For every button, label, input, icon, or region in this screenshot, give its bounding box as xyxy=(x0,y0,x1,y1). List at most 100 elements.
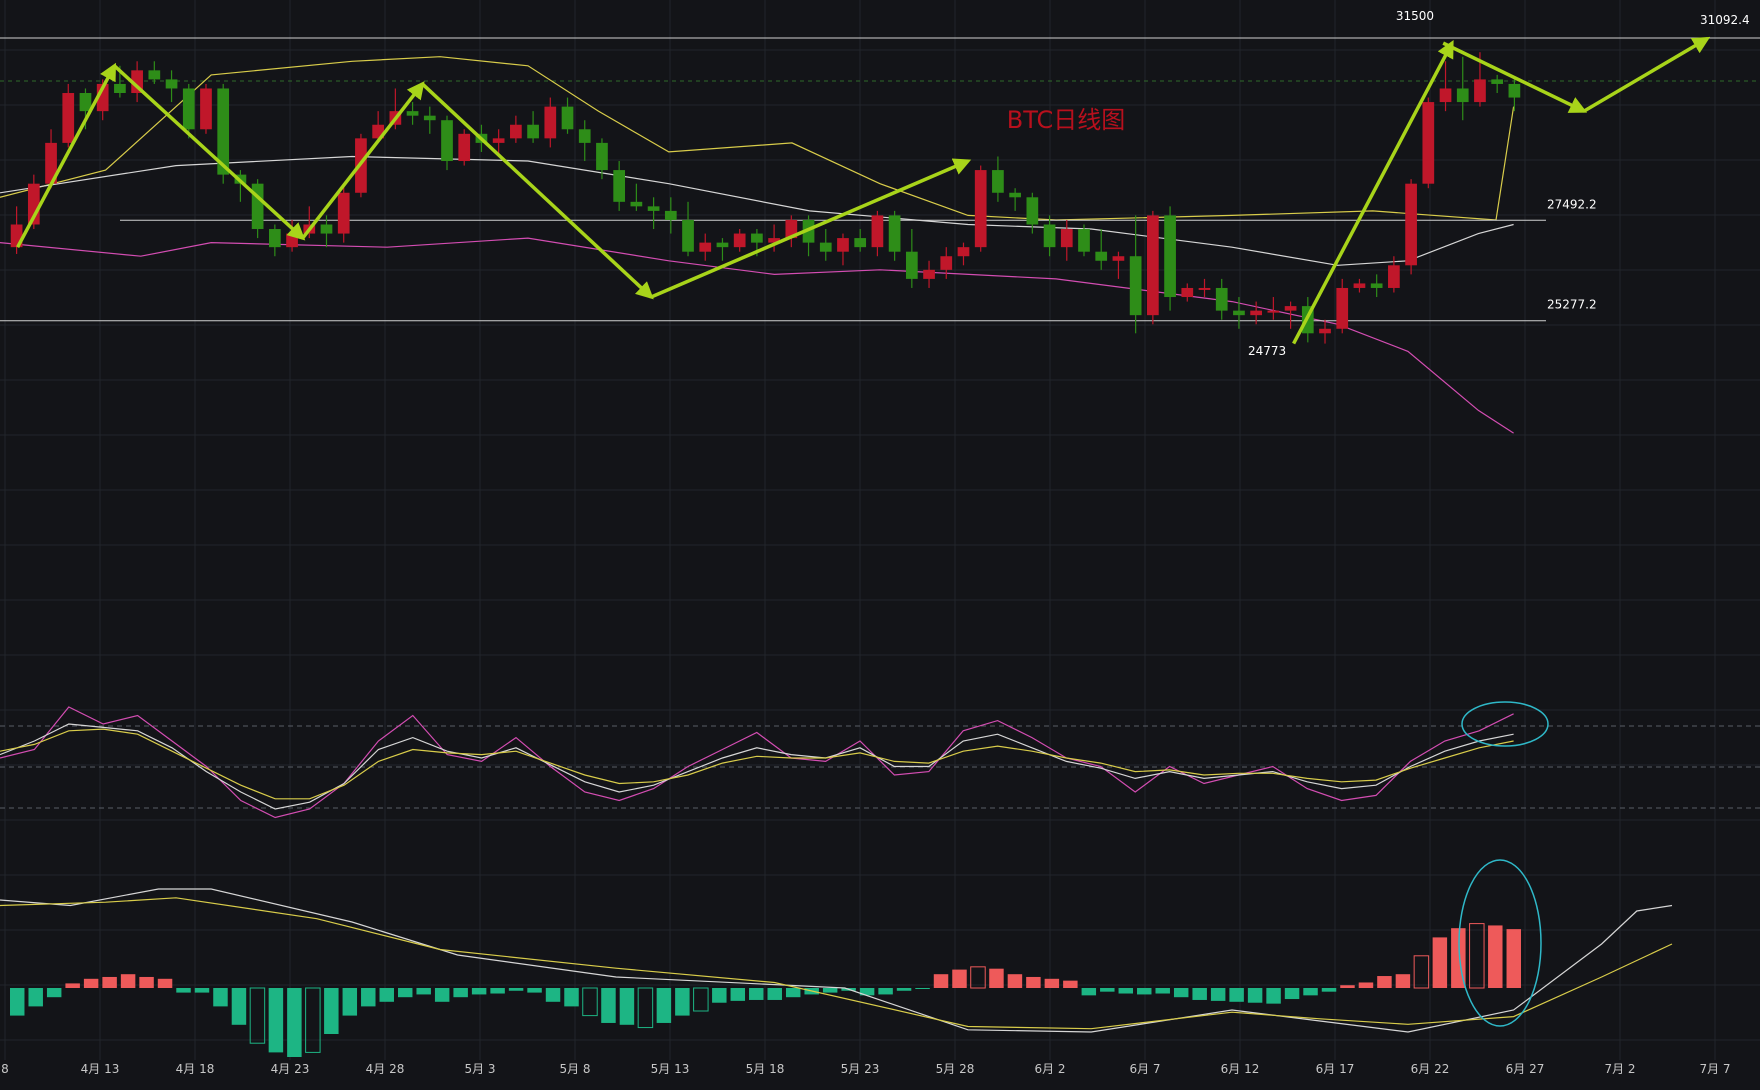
candle-body xyxy=(1508,83,1521,98)
macd-bar xyxy=(324,988,339,1034)
macd-slow-line xyxy=(0,897,1673,1030)
macd-bar xyxy=(564,988,579,1007)
macd-bar xyxy=(767,988,782,1000)
macd-bar xyxy=(194,988,210,993)
trend-arrow xyxy=(113,64,306,241)
candle-body xyxy=(1405,183,1417,266)
candle-body xyxy=(423,115,436,121)
macd-bar xyxy=(46,988,62,998)
macd-bar xyxy=(1266,988,1281,1004)
macd-bar xyxy=(1155,988,1170,994)
macd-bar xyxy=(1284,988,1300,1000)
macd-bar xyxy=(1063,980,1078,988)
x-tick-label: 4月 28 xyxy=(366,1062,405,1076)
macd-panel xyxy=(0,859,1673,1057)
candle-body xyxy=(1095,251,1108,261)
candle-body xyxy=(251,183,264,230)
candle-body xyxy=(320,224,333,234)
macd-bar xyxy=(989,968,1004,988)
x-tick-label: 5月 28 xyxy=(936,1062,975,1076)
macd-bar xyxy=(1395,974,1411,988)
macd-bar xyxy=(1413,955,1430,989)
candle-body xyxy=(45,142,57,184)
macd-bar xyxy=(213,988,228,1007)
band-lower xyxy=(0,237,1514,434)
candle-body xyxy=(79,93,92,112)
x-tick-label: 4月 13 xyxy=(81,1062,120,1076)
candle-body xyxy=(837,238,849,252)
x-axis: 8 4月 13 4月 18 4月 23 4月 28 5月 3 5月 8 5月 13 5月 18 5… xyxy=(1,1062,1730,1076)
x-tick-label: 5月 18 xyxy=(746,1062,785,1076)
macd-bar xyxy=(712,988,727,1003)
macd-bar xyxy=(102,976,117,988)
candle-body xyxy=(1336,287,1349,329)
candle-body xyxy=(1112,256,1125,261)
candle-body xyxy=(682,219,694,252)
macd-bar xyxy=(471,988,487,995)
candle-body xyxy=(940,256,953,270)
macd-bar xyxy=(1469,923,1485,989)
candle-body xyxy=(544,106,557,139)
macd-bar xyxy=(1026,976,1041,988)
candle-body xyxy=(1474,79,1486,103)
candle-body xyxy=(1026,197,1039,225)
level-label: 25277.2 xyxy=(1547,298,1597,312)
macd-bar xyxy=(139,976,154,988)
macd-bar xyxy=(1192,988,1207,1000)
candle-body xyxy=(200,88,212,130)
macd-bar xyxy=(675,988,690,1016)
candle-body xyxy=(871,215,884,248)
highlight-circle xyxy=(1461,701,1549,747)
macd-bar xyxy=(1100,988,1115,992)
macd-bar xyxy=(397,988,413,998)
macd-bar xyxy=(157,978,173,988)
level-label: 27492.2 xyxy=(1547,197,1597,211)
x-tick-label: 8 xyxy=(1,1062,9,1076)
candle-body xyxy=(1422,102,1435,184)
candle-body xyxy=(372,124,384,139)
candle-body xyxy=(716,242,729,248)
candle-body xyxy=(1060,229,1073,248)
candle-body xyxy=(286,233,298,248)
macd-bar xyxy=(1432,937,1448,988)
macd-bar xyxy=(416,988,431,995)
candle-body xyxy=(923,269,935,279)
macd-bar xyxy=(601,988,616,1023)
candle-body xyxy=(578,129,591,143)
candle-body xyxy=(527,124,539,139)
macd-bar xyxy=(120,974,136,988)
candle-body xyxy=(268,229,281,248)
level-label: 31500 xyxy=(1396,9,1434,23)
macd-bar xyxy=(878,988,893,995)
band-upper xyxy=(0,56,1515,221)
x-tick-label: 6月 17 xyxy=(1316,1062,1355,1076)
candle-body xyxy=(1078,229,1090,252)
macd-bar xyxy=(361,988,376,1007)
candle-body xyxy=(1043,224,1056,248)
macd-bar xyxy=(1303,988,1318,996)
x-tick-label: 5月 13 xyxy=(651,1062,690,1076)
candle-body xyxy=(751,233,763,243)
macd-bar xyxy=(28,988,43,1007)
macd-bar xyxy=(249,987,266,1044)
macd-bar xyxy=(952,969,967,988)
macd-bar xyxy=(508,988,524,991)
macd-bar xyxy=(1488,925,1503,988)
grid-lines xyxy=(0,0,1760,1060)
macd-bar xyxy=(176,988,191,993)
macd-bar xyxy=(490,988,505,994)
candle-body xyxy=(1164,215,1176,298)
macd-bar xyxy=(859,988,875,996)
macd-bar xyxy=(1340,985,1355,988)
macd-bar xyxy=(749,988,764,1000)
macd-fast-line xyxy=(0,888,1673,1033)
macd-bar xyxy=(730,988,746,1001)
candle-body xyxy=(27,183,40,225)
macd-bar xyxy=(896,988,912,991)
macd-bar xyxy=(693,987,709,1012)
macd-bar xyxy=(785,988,801,998)
candle-body xyxy=(613,170,626,202)
candle-body xyxy=(114,83,126,94)
candle-body xyxy=(647,206,660,211)
